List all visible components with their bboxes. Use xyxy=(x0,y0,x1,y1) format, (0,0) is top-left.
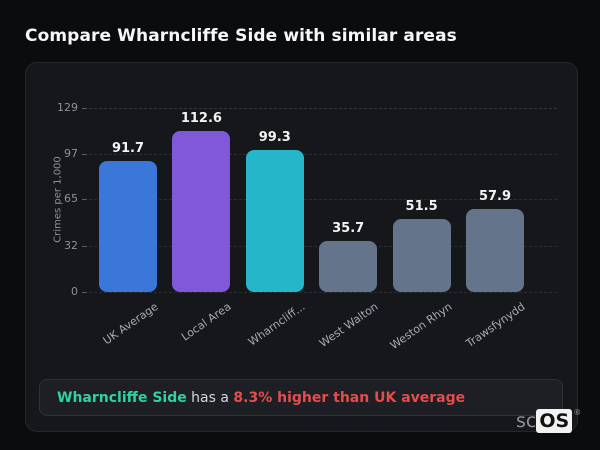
bar-west-walton xyxy=(319,241,378,292)
logo-suffix: OS xyxy=(536,409,573,433)
footer-area-name: Wharncliffe Side xyxy=(57,389,187,406)
footer-note: Wharncliffe Side has a 8.3% higher than … xyxy=(39,379,563,416)
y-tick-mark xyxy=(82,108,87,109)
plot-area: 91.7 112.6 99.3 35.7 51.5 57.9 xyxy=(89,108,557,293)
bar-value-label: 91.7 xyxy=(111,141,145,157)
bar-value-label: 99.3 xyxy=(258,130,291,146)
logo-prefix: sc xyxy=(516,410,537,432)
y-tick-label: 129 xyxy=(57,101,78,114)
bar-trawsfynydd xyxy=(466,209,524,292)
scos-logo: sc OS ® xyxy=(516,409,581,433)
gridline xyxy=(89,108,557,109)
gridline xyxy=(89,199,557,201)
y-tick-mark xyxy=(82,199,87,201)
chart-card: Crimes per 1,000 91.7 112.6 99.3 35.7 51.5 57… xyxy=(25,62,578,432)
bar-value-label: 35.7 xyxy=(332,221,365,237)
y-tick-label: 32 xyxy=(64,239,78,253)
y-tick-mark xyxy=(82,246,87,248)
gridline xyxy=(89,292,557,293)
y-tick-mark xyxy=(82,153,87,155)
y-tick-label: 0 xyxy=(71,285,78,298)
page-title: Compare Wharncliffe Side with similar ar… xyxy=(25,26,457,46)
bar-value-label: 112.6 xyxy=(180,111,222,127)
registered-trademark-icon: ® xyxy=(573,408,582,417)
footer-connector-text: has a xyxy=(186,389,234,406)
bar-weston-rhyn xyxy=(392,218,451,292)
y-tick-label: 65 xyxy=(64,192,78,206)
gridline xyxy=(89,153,557,155)
bar-local-area xyxy=(172,131,231,292)
footer-stat-text: 8.3% higher than UK average xyxy=(233,389,466,406)
y-tick-mark xyxy=(82,292,87,293)
bar-uk-average xyxy=(99,161,157,292)
bar-value-label: 51.5 xyxy=(405,198,438,214)
y-tick-label: 97 xyxy=(64,146,78,160)
bar-wharncliff xyxy=(245,150,304,292)
bar-value-label: 57.9 xyxy=(478,189,512,205)
